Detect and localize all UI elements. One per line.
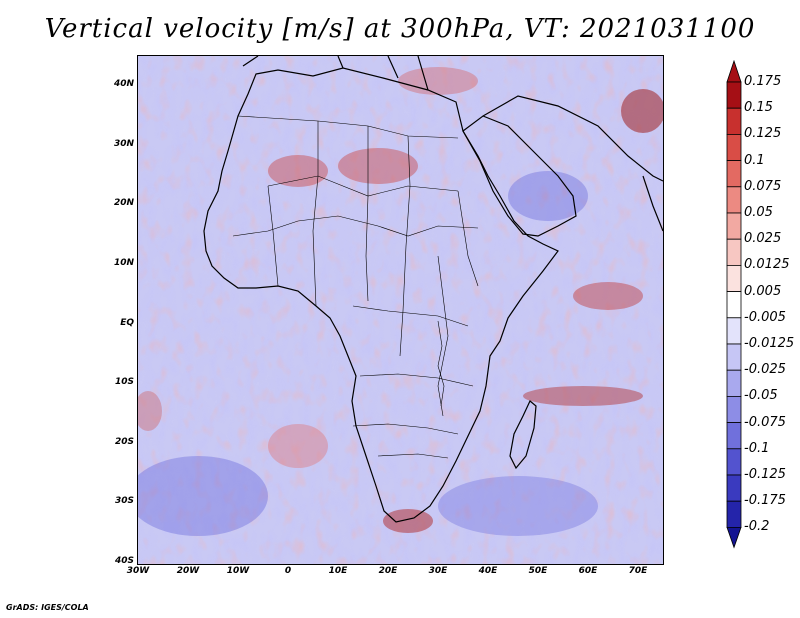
- colorbar-swatch: [726, 212, 742, 240]
- ascent-patch: [573, 282, 643, 310]
- ascent-patch: [268, 155, 328, 187]
- colorbar-swatch: [726, 317, 742, 345]
- lon-tick-label: 10E: [328, 566, 348, 576]
- persia-coastline: [482, 95, 663, 182]
- descent-patch: [438, 476, 598, 536]
- border: [352, 305, 469, 327]
- border: [352, 423, 459, 435]
- lat-tick-label: 40S: [114, 556, 134, 566]
- colorbar-label: -0.05: [744, 388, 778, 404]
- lake-border: [437, 320, 445, 407]
- ascent-patch: [523, 386, 643, 406]
- map-title: Vertical velocity [m/s] at 300hPa, VT: 2…: [44, 14, 756, 44]
- border: [437, 255, 449, 417]
- lon-tick-label: 0: [284, 566, 292, 576]
- colorbar-swatch: [726, 238, 742, 266]
- colorbar-swatch: [726, 186, 742, 214]
- colorbar-swatch: [726, 291, 742, 319]
- lat-tick-label: 30S: [114, 496, 134, 506]
- colorbar-swatch: [726, 500, 742, 528]
- africa-coastline: [203, 67, 559, 523]
- colorbar-swatch: [726, 448, 742, 476]
- coastlines: [203, 56, 663, 523]
- colorbar-label: -0.125: [744, 467, 786, 482]
- lon-tick-label: 20W: [176, 566, 200, 576]
- border: [377, 453, 449, 459]
- colorbar-label: 0.005: [744, 283, 782, 299]
- ascent-patch: [398, 67, 478, 95]
- lat-tick-label: 20S: [114, 437, 134, 447]
- colorbar-label: 0.025: [744, 231, 782, 247]
- border: [312, 121, 319, 307]
- lat-tick-label: EQ: [120, 318, 134, 328]
- colorbar-swatch: [726, 264, 742, 292]
- colorbar-label: 0.05: [744, 205, 773, 220]
- lon-tick-label: 60E: [578, 566, 598, 576]
- lat-tick-label: 20N: [113, 198, 134, 208]
- colorbar-label: 0.075: [744, 178, 782, 194]
- colorbar-swatch: [726, 81, 742, 109]
- colorbar-label: 0.0125: [744, 257, 790, 273]
- colorbar-swatch: [726, 422, 742, 450]
- ascent-patch: [268, 424, 328, 468]
- field-red-texture: [138, 56, 663, 564]
- lon-tick-label: 30W: [126, 566, 150, 576]
- colorbar-swatch: [726, 369, 742, 397]
- colorbar-label: 0.1: [744, 152, 765, 168]
- colorbar-label: 0.125: [744, 126, 782, 142]
- colorbar-swatch: [726, 107, 742, 135]
- lon-tick-label: 50E: [528, 566, 548, 576]
- colorbar-bottom-arrow: [726, 526, 742, 549]
- ascent-patch: [383, 509, 433, 533]
- border: [457, 190, 479, 287]
- credit-text: GrADS: IGES/COLA: [6, 603, 89, 612]
- colorbar-label: -0.075: [744, 414, 786, 430]
- colorbar-label: -0.175: [744, 493, 786, 509]
- ascent-patch: [621, 89, 663, 133]
- border: [365, 126, 369, 302]
- india-coastline: [642, 175, 663, 232]
- colorbar-label: -0.1: [744, 440, 770, 456]
- descent-patch: [138, 456, 268, 536]
- lon-tick-label: 10W: [226, 566, 250, 576]
- ascent-patch: [338, 148, 418, 184]
- lat-tick-label: 10N: [113, 258, 134, 268]
- colorbar-label: -0.0125: [744, 336, 795, 351]
- madagascar-coastline: [509, 400, 537, 470]
- colorbar-swatch: [726, 160, 742, 188]
- colorbar: [726, 60, 742, 549]
- arabia-coastline: [462, 115, 577, 237]
- border: [359, 373, 474, 387]
- ascent-patch: [138, 391, 162, 431]
- colorbar-label: 0.15: [744, 100, 773, 116]
- lon-tick-label: 20E: [378, 566, 398, 576]
- colorbar-label: -0.025: [744, 362, 786, 378]
- lon-tick-label: 70E: [628, 566, 648, 576]
- colorbar-swatch: [726, 474, 742, 502]
- colorbar-label: -0.005: [744, 309, 786, 325]
- colorbar-swatch: [726, 395, 742, 423]
- lon-tick-label: 30E: [428, 566, 448, 576]
- colorbar-top-arrow: [726, 60, 742, 83]
- border: [267, 185, 279, 287]
- colorbar-swatch: [726, 134, 742, 162]
- lat-tick-label: 10S: [114, 377, 134, 387]
- colorbar-swatch: [726, 343, 742, 371]
- map-canvas: [138, 56, 663, 564]
- country-borders: [232, 115, 479, 459]
- europe-coastline: [242, 56, 429, 91]
- map-panel: [137, 55, 664, 565]
- colorbar-label: 0.175: [744, 74, 782, 89]
- border: [399, 135, 411, 357]
- lat-tick-label: 30N: [113, 139, 134, 149]
- colorbar-label: -0.2: [744, 519, 770, 535]
- descent-patch: [508, 171, 588, 221]
- lon-tick-label: 40E: [478, 566, 498, 576]
- lat-tick-label: 40N: [113, 79, 134, 89]
